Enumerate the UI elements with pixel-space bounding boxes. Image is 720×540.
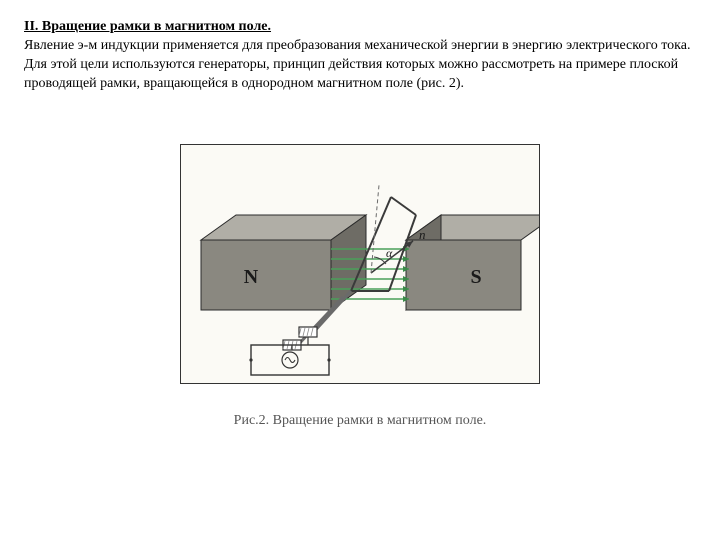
rotating-frame-diagram: N Sn α	[181, 145, 540, 384]
figure-container: N Sn α Рис.2. Вращение рамки в магнитном п…	[24, 144, 696, 431]
svg-text:S: S	[470, 266, 481, 288]
figure-caption: Рис.2. Вращение рамки в магнитном поле.	[234, 412, 487, 431]
svg-text:α: α	[386, 246, 393, 260]
svg-text:n: n	[419, 227, 426, 242]
body-text: Явление э-м индукции применяется для пре…	[24, 38, 690, 91]
svg-text:N: N	[244, 266, 259, 288]
figure-frame: N Sn α	[180, 144, 540, 384]
section-heading: II. Вращение рамки в магнитном поле.	[24, 19, 271, 34]
